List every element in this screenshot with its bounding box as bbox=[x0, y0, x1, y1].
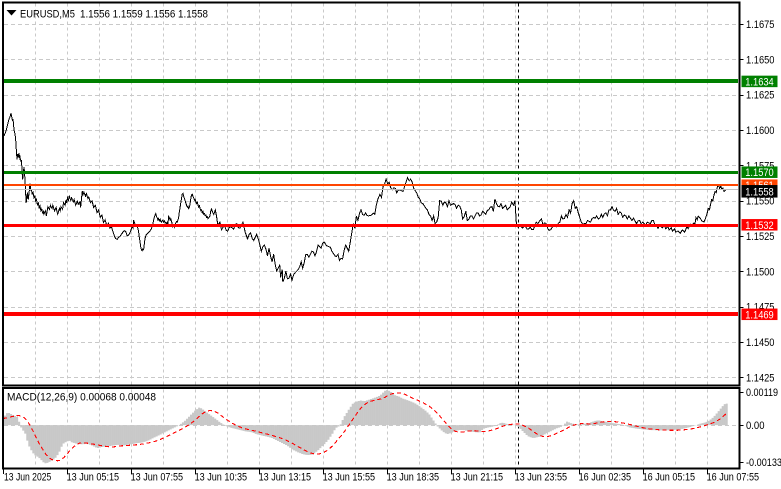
svg-text:1.1450: 1.1450 bbox=[746, 337, 775, 349]
svg-text:13 Jun 07:55: 13 Jun 07:55 bbox=[131, 472, 184, 484]
svg-text:13 Jun 23:55: 13 Jun 23:55 bbox=[515, 472, 568, 484]
svg-text:EURUSD,M5: EURUSD,M5 bbox=[20, 8, 75, 20]
svg-text:0.00: 0.00 bbox=[746, 420, 765, 432]
svg-text:1.1558: 1.1558 bbox=[745, 186, 774, 198]
svg-text:1.1550: 1.1550 bbox=[746, 196, 775, 208]
svg-text:1.1556 1.1559 1.1556 1.1558: 1.1556 1.1559 1.1556 1.1558 bbox=[80, 8, 208, 20]
svg-text:13 Jun 21:15: 13 Jun 21:15 bbox=[451, 472, 504, 484]
svg-text:13 Jun 10:35: 13 Jun 10:35 bbox=[195, 472, 248, 484]
svg-text:13 Jun 15:55: 13 Jun 15:55 bbox=[323, 472, 376, 484]
svg-text:0.00119: 0.00119 bbox=[746, 387, 778, 399]
svg-text:MACD(12,26,9) 0.00068 0.00048: MACD(12,26,9) 0.00068 0.00048 bbox=[7, 392, 156, 404]
svg-text:13 Jun 13:15: 13 Jun 13:15 bbox=[259, 472, 312, 484]
svg-text:1.1600: 1.1600 bbox=[746, 125, 775, 137]
svg-text:13 Jun 2025: 13 Jun 2025 bbox=[4, 472, 51, 484]
svg-text:1.1525: 1.1525 bbox=[746, 231, 775, 243]
svg-text:1.1650: 1.1650 bbox=[746, 54, 775, 66]
svg-text:1.1634: 1.1634 bbox=[745, 76, 774, 88]
svg-text:1.1500: 1.1500 bbox=[746, 266, 775, 278]
svg-text:1.1425: 1.1425 bbox=[746, 372, 775, 384]
svg-text:16 Jun 05:15: 16 Jun 05:15 bbox=[643, 472, 696, 484]
svg-text:16 Jun 02:35: 16 Jun 02:35 bbox=[579, 472, 632, 484]
svg-text:13 Jun 18:35: 13 Jun 18:35 bbox=[387, 472, 440, 484]
svg-text:1.1469: 1.1469 bbox=[745, 309, 774, 321]
svg-text:13 Jun 05:15: 13 Jun 05:15 bbox=[67, 472, 120, 484]
svg-text:16 Jun 07:55: 16 Jun 07:55 bbox=[707, 472, 760, 484]
svg-text:1.1570: 1.1570 bbox=[745, 167, 774, 179]
svg-text:1.1675: 1.1675 bbox=[746, 19, 775, 31]
svg-text:-0.00133: -0.00133 bbox=[746, 457, 781, 469]
svg-text:1.1625: 1.1625 bbox=[746, 90, 775, 102]
svg-text:1.1532: 1.1532 bbox=[745, 220, 774, 232]
